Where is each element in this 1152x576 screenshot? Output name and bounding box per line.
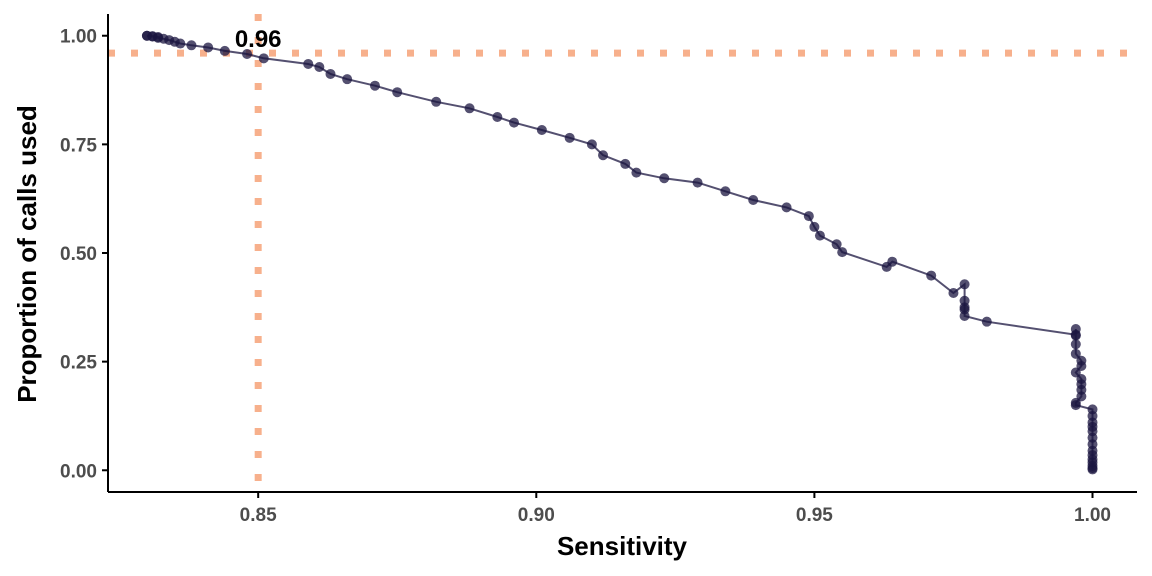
data-point — [1076, 391, 1087, 402]
data-point — [1070, 400, 1081, 411]
data-point — [492, 111, 503, 122]
data-point — [720, 186, 731, 197]
data-point — [219, 45, 230, 56]
data-point — [325, 68, 336, 79]
series-layer — [141, 30, 1098, 475]
data-point — [464, 103, 475, 114]
data-point — [809, 221, 820, 232]
reference-lines — [108, 14, 1137, 492]
x-axis-title: Sensitivity — [557, 531, 688, 561]
data-point — [1070, 348, 1081, 359]
data-point — [431, 96, 442, 107]
data-point — [659, 173, 670, 184]
data-point — [748, 194, 759, 205]
data-point — [1070, 339, 1081, 350]
y-axis-title: Proportion of calls used — [12, 105, 42, 403]
data-point — [781, 202, 792, 213]
y-tick-label: 0.00 — [60, 461, 97, 482]
data-point — [926, 270, 937, 281]
x-tick-label: 0.85 — [240, 505, 277, 526]
x-tick-label: 0.95 — [796, 505, 833, 526]
data-point — [392, 87, 403, 98]
data-point — [509, 117, 520, 128]
data-point — [814, 230, 825, 241]
data-point — [175, 38, 186, 49]
data-point — [692, 177, 703, 188]
x-tick-label: 0.90 — [518, 505, 555, 526]
data-point — [1070, 367, 1081, 378]
data-point — [598, 150, 609, 161]
data-point — [948, 287, 959, 298]
y-tick-label: 0.50 — [60, 244, 97, 265]
data-point — [536, 125, 547, 136]
data-point — [186, 40, 197, 51]
data-point — [837, 247, 848, 258]
data-point — [887, 256, 898, 267]
data-point — [303, 58, 314, 69]
axes: 0.85 0.90 0.95 1.00 0.00 0.25 0.50 0.75 1.00 — [60, 14, 1137, 526]
data-point — [564, 132, 575, 143]
y-tick-label: 0.25 — [60, 353, 97, 374]
data-point — [831, 239, 842, 250]
data-point — [342, 74, 353, 85]
y-tick-label: 0.75 — [60, 135, 97, 156]
data-point — [1087, 464, 1098, 475]
data-point — [203, 42, 214, 53]
data-point — [1070, 330, 1081, 341]
x-tick-label: 1.00 — [1074, 505, 1111, 526]
data-point — [369, 80, 380, 91]
data-point — [1076, 360, 1087, 371]
data-point — [314, 62, 325, 73]
data-point — [959, 279, 970, 290]
y-tick-label: 1.00 — [60, 27, 97, 48]
data-point — [959, 311, 970, 322]
data-point — [631, 167, 642, 178]
data-point — [803, 211, 814, 222]
data-point — [620, 158, 631, 169]
data-point — [586, 139, 597, 150]
data-point — [242, 48, 253, 59]
data-point — [258, 53, 269, 64]
data-point — [981, 316, 992, 327]
reference-annotation: 0.96 — [235, 26, 282, 53]
